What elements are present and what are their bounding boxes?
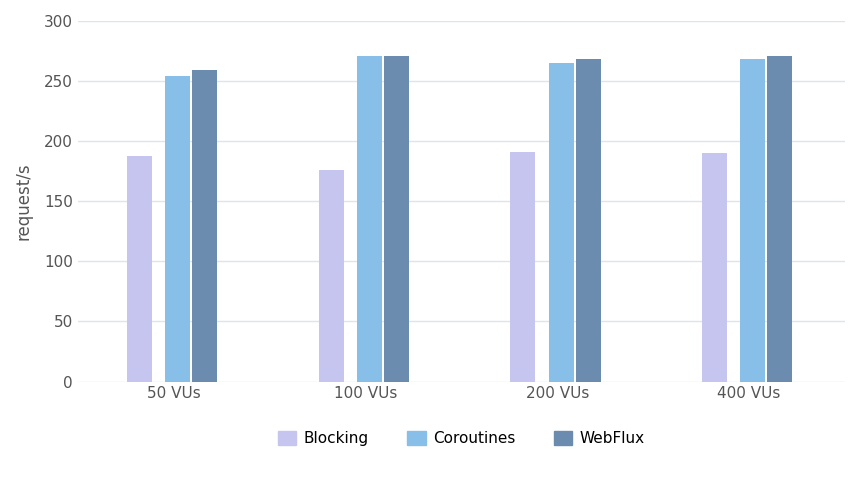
Bar [165, 76, 190, 382]
Bar [702, 153, 727, 382]
Bar [318, 170, 343, 382]
Bar [575, 60, 600, 382]
Bar [510, 152, 535, 382]
Bar [192, 70, 217, 382]
Legend: Blocking, Coroutines, WebFlux: Blocking, Coroutines, WebFlux [272, 426, 651, 452]
Bar [767, 56, 792, 382]
Bar [549, 63, 574, 382]
Bar [357, 56, 382, 382]
Y-axis label: request/s: request/s [15, 162, 33, 240]
Bar [127, 156, 152, 382]
Bar [384, 56, 408, 382]
Bar [740, 60, 765, 382]
